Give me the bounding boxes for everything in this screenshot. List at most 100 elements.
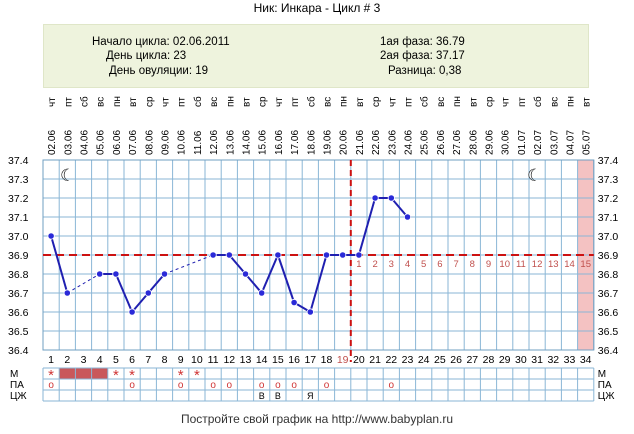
temperature-segment [244,273,263,294]
date-label: 29.06 [485,130,496,155]
temperature-point [306,308,314,316]
row-label-right: ПА [598,380,612,391]
day-number-label: 20 [353,354,365,366]
weekday-label: вт [582,97,593,107]
weekday-label: чт [501,97,512,107]
post-ovulation-day-label: 8 [470,259,475,270]
post-ovulation-day-label: 6 [437,259,442,270]
intercourse-circle-icon: o [227,380,233,391]
y-tick-label-left: 37.4 [8,155,29,167]
weekday-label: чт [47,97,58,107]
menstruation-bar [59,368,76,379]
y-tick-label-left: 37.2 [8,193,29,205]
day-number-label: 24 [418,354,430,366]
date-label: 13.06 [225,130,236,155]
weekday-label: вс [209,97,220,107]
post-ovulation-day-label: 13 [548,259,559,270]
intercourse-circle-icon: o [389,380,395,391]
date-label: 14.06 [242,130,253,155]
intercourse-circle-icon: o [210,380,216,391]
date-label: 15.06 [258,130,269,155]
temperature-segment [309,254,328,313]
date-label: 30.06 [501,130,512,155]
weekday-label: пн [566,96,577,107]
phase1-text: 1ая фаза: 36.79 [380,36,465,48]
y-tick-label-right: 37.3 [598,174,619,186]
temperature-segment [276,254,296,303]
cervical-fluid-label: Я [307,391,314,401]
row-label-left: ПА [10,380,24,391]
y-tick-label-right: 37.2 [598,193,619,205]
date-label: 08.06 [144,130,155,155]
row-label-left: М [10,369,18,380]
weekday-label: пт [63,97,74,107]
day-number-label: 17 [304,354,316,366]
post-ovulation-day-label: 5 [421,259,426,270]
day-number-label: 25 [434,354,446,366]
day-number-label: 14 [256,354,268,366]
date-label: 26.06 [436,130,447,155]
day-number-label: 30 [515,354,527,366]
weekday-label: сб [419,96,431,107]
intercourse-circle-icon: o [291,380,297,391]
day-number-label: 5 [113,354,119,366]
intercourse-circle-icon: o [178,380,184,391]
post-ovulation-day-label: 9 [486,259,491,270]
y-tick-label-right: 36.9 [598,250,619,262]
temperature-point [63,289,71,297]
weekday-label: пт [177,97,188,107]
day-number-label: 21 [369,354,381,366]
date-label: 03.07 [549,130,560,155]
weekday-label: пт [517,97,528,107]
weekday-label: чт [274,97,285,107]
temperature-segment [357,197,377,256]
weekday-label: вс [96,97,107,107]
ovulation-day-text: День овуляции: 19 [109,65,209,77]
date-label: 22.06 [371,130,382,155]
weekday-label: сб [532,96,544,107]
post-ovulation-day-label: 3 [389,259,394,270]
weekday-label: вт [468,97,479,107]
intercourse-circle-icon: o [324,380,330,391]
weekday-label: пн [452,96,463,107]
day-number-label: 2 [64,354,70,366]
y-tick-label-left: 36.9 [8,250,29,262]
post-ovulation-day-label: 2 [372,259,377,270]
temperature-point [371,194,379,202]
weekday-label: ср [371,96,382,107]
intercourse-circle-icon: o [48,380,54,391]
post-ovulation-day-label: 10 [499,259,510,270]
temperature-gap-segment [164,254,214,275]
post-ovulation-day-label: 7 [453,259,458,270]
temperature-point [403,213,412,221]
weekday-label: ср [485,96,496,107]
y-tick-label-left: 36.5 [8,326,29,338]
menstruation-bar [91,368,108,379]
weekday-label: сб [305,96,317,107]
footer-text: Постройте свой график на http://www.baby… [180,412,454,426]
date-label: 28.06 [468,130,479,155]
day-number-label: 27 [466,354,478,366]
y-tick-label-left: 37.0 [8,231,29,243]
temperature-gap-segment [67,273,100,294]
post-ovulation-day-label: 4 [405,259,410,270]
moon-icon: ☾ [527,166,542,185]
date-label: 09.06 [161,130,172,155]
date-label: 02.07 [533,130,544,155]
temperature-point [144,289,152,297]
day-number-label: 19 [337,354,349,366]
day-number-label: 7 [145,354,151,366]
day-number-label: 34 [580,354,592,366]
y-tick-label-right: 37.1 [598,212,619,224]
row-label-right: ЦЖ [598,391,615,402]
weekday-label: вс [323,97,334,107]
cervical-fluid-label: В [259,391,265,401]
day-number-label: 26 [450,354,462,366]
weekday-label: вт [355,97,366,107]
weekday-label: сб [79,96,91,107]
day-number-label: 9 [178,354,184,366]
day-number-label: 23 [402,354,414,366]
day-number-label: 28 [483,354,495,366]
day-number-label: 11 [208,354,219,366]
